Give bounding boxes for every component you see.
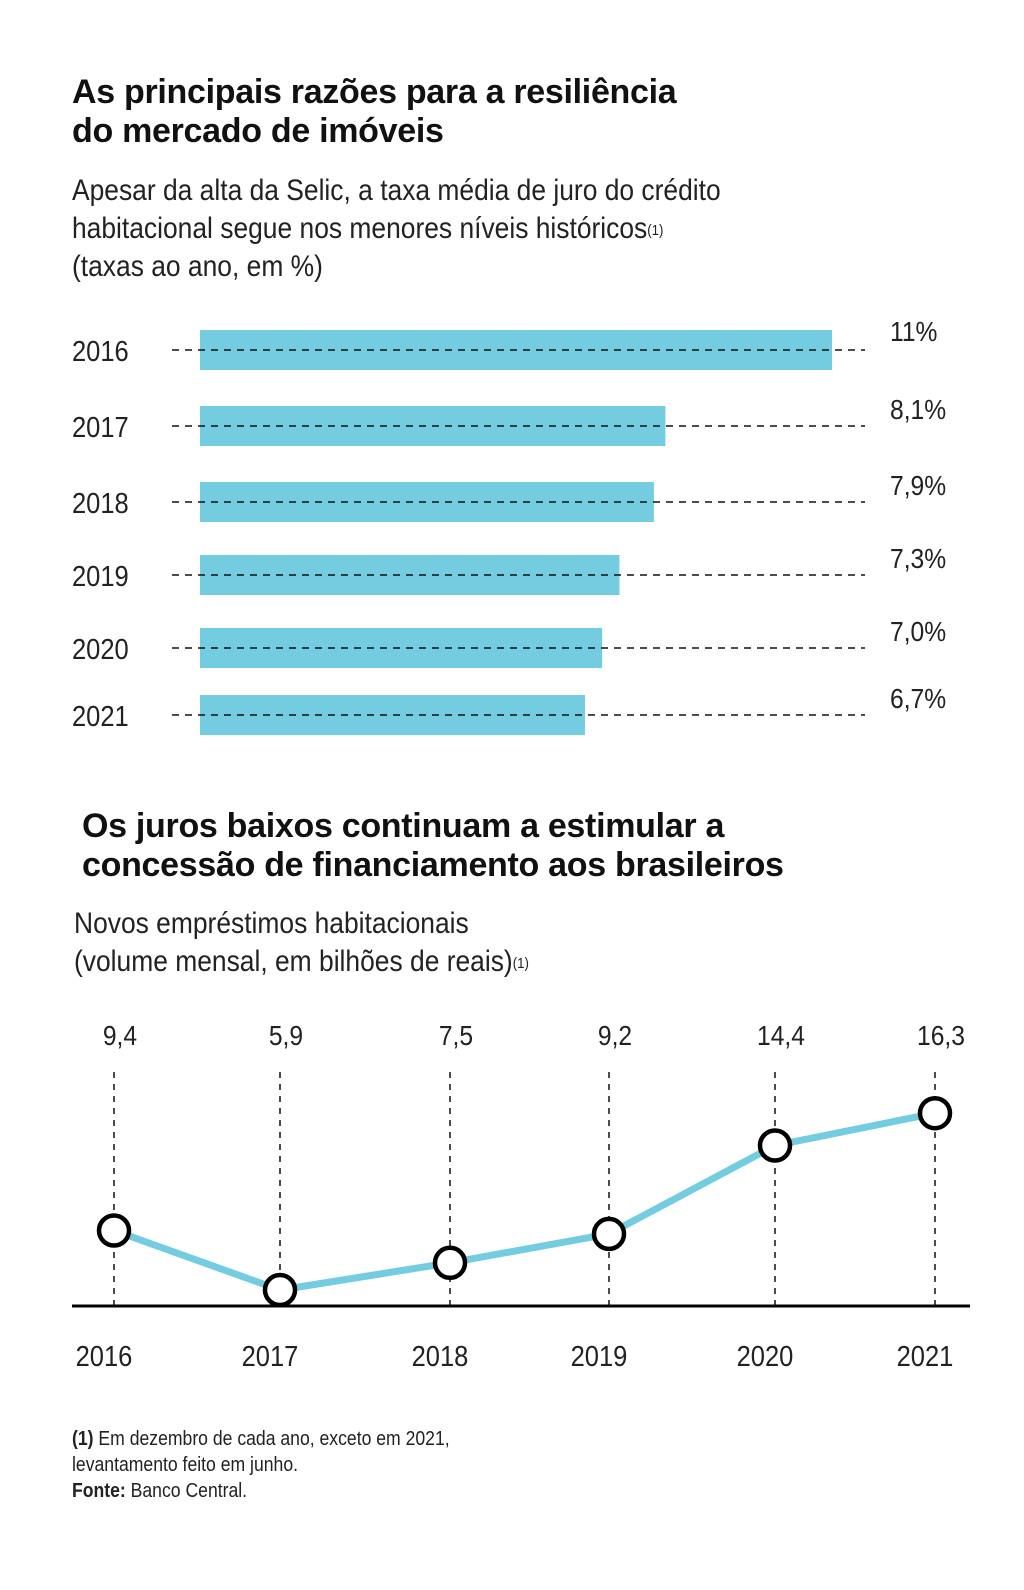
bar-chart-subtitle-line2: habitacional segue nos menores níveis hi… [72, 210, 721, 248]
value-label-2021: 6,7% [890, 683, 946, 715]
category-label-2019: 2019 [72, 559, 129, 592]
x-tick-label-2020: 2020 [737, 1339, 794, 1372]
value-label-2016: 11% [890, 316, 937, 348]
source-text: Banco Central. [125, 1480, 248, 1502]
line-chart-subtitle-line2-text: (volume mensal, em bilhões de reais) [74, 945, 513, 978]
footnote: (1) Em dezembro de cada ano, exceto em 2… [72, 1426, 450, 1504]
x-tick-label-2019: 2019 [571, 1339, 628, 1372]
data-point-2019 [591, 1216, 627, 1252]
x-tick-label-2018: 2018 [412, 1339, 469, 1372]
bar-chart: 2016 11% 2017 8,1% 2018 7,9% 2019 7,3% 2020 7,0% 2… [72, 316, 946, 735]
footnote-note-text: Em dezembro de cada ano, exceto em 2021, [93, 1428, 450, 1450]
data-point-2016 [96, 1213, 132, 1248]
data-point-2017 [262, 1272, 298, 1308]
bar-chart-subtitle-line1: Apesar da alta da Selic, a taxa média de… [72, 174, 721, 207]
line-chart-subtitle-line1: Novos empréstimos habitacionais [74, 907, 469, 940]
footnote-note-text2: levantamento feito em junho. [72, 1454, 299, 1476]
data-point-2018 [432, 1245, 468, 1281]
category-label-2018: 2018 [72, 486, 129, 519]
source-label: Fonte: [72, 1480, 126, 1502]
bar-chart-subtitle-line3: (taxas ao ano, em %) [72, 250, 323, 283]
category-label-2021: 2021 [72, 699, 129, 732]
value-label-2020: 7,0% [890, 616, 946, 648]
bar-chart-title: As principais razões para a resiliência … [72, 73, 677, 150]
footnote-source: Fonte: Banco Central. [72, 1478, 450, 1504]
bar-chart-subtitle: Apesar da alta da Selic, a taxa média de… [72, 172, 721, 286]
x-tick-label-2016: 2016 [76, 1339, 133, 1372]
data-label-2020: 14,4 [757, 1020, 805, 1052]
x-tick-label-2021: 2021 [897, 1339, 954, 1372]
value-label-2019: 7,3% [890, 543, 946, 575]
category-label-2017: 2017 [72, 410, 129, 443]
data-label-2018: 7,5 [439, 1020, 473, 1052]
value-label-2018: 7,9% [890, 470, 946, 502]
footnote-note: (1) Em dezembro de cada ano, exceto em 2… [72, 1426, 450, 1452]
data-label-2019: 9,2 [598, 1020, 632, 1052]
line-chart: 9,4 2016 5,9 2017 7,5 2018 9,2 2019 14,4 2020 16,3… [72, 1020, 970, 1372]
footnote-marker: (1) [72, 1428, 94, 1450]
footnote-ref: (1) [512, 955, 529, 972]
data-label-2016: 9,4 [103, 1020, 137, 1052]
x-tick-label-2017: 2017 [242, 1339, 299, 1372]
footnote-ref: (1) [647, 222, 664, 239]
data-label-2017: 5,9 [269, 1020, 303, 1052]
bar-chart-subtitle-line2-text: habitacional segue nos menores níveis hi… [72, 212, 648, 245]
data-label-2021: 16,3 [917, 1020, 965, 1052]
value-label-2017: 8,1% [890, 394, 946, 426]
line-chart-title: Os juros baixos continuam a estimular a … [82, 807, 784, 884]
series-line [112, 1109, 936, 1294]
line-chart-subtitle-line2: (volume mensal, em bilhões de reais)(1) [74, 943, 529, 981]
data-point-2021 [917, 1095, 953, 1131]
category-label-2020: 2020 [72, 632, 129, 665]
line-chart-subtitle: Novos empréstimos habitacionais (volume … [74, 905, 529, 981]
data-point-2020 [757, 1128, 793, 1163]
category-label-2016: 2016 [72, 334, 129, 367]
